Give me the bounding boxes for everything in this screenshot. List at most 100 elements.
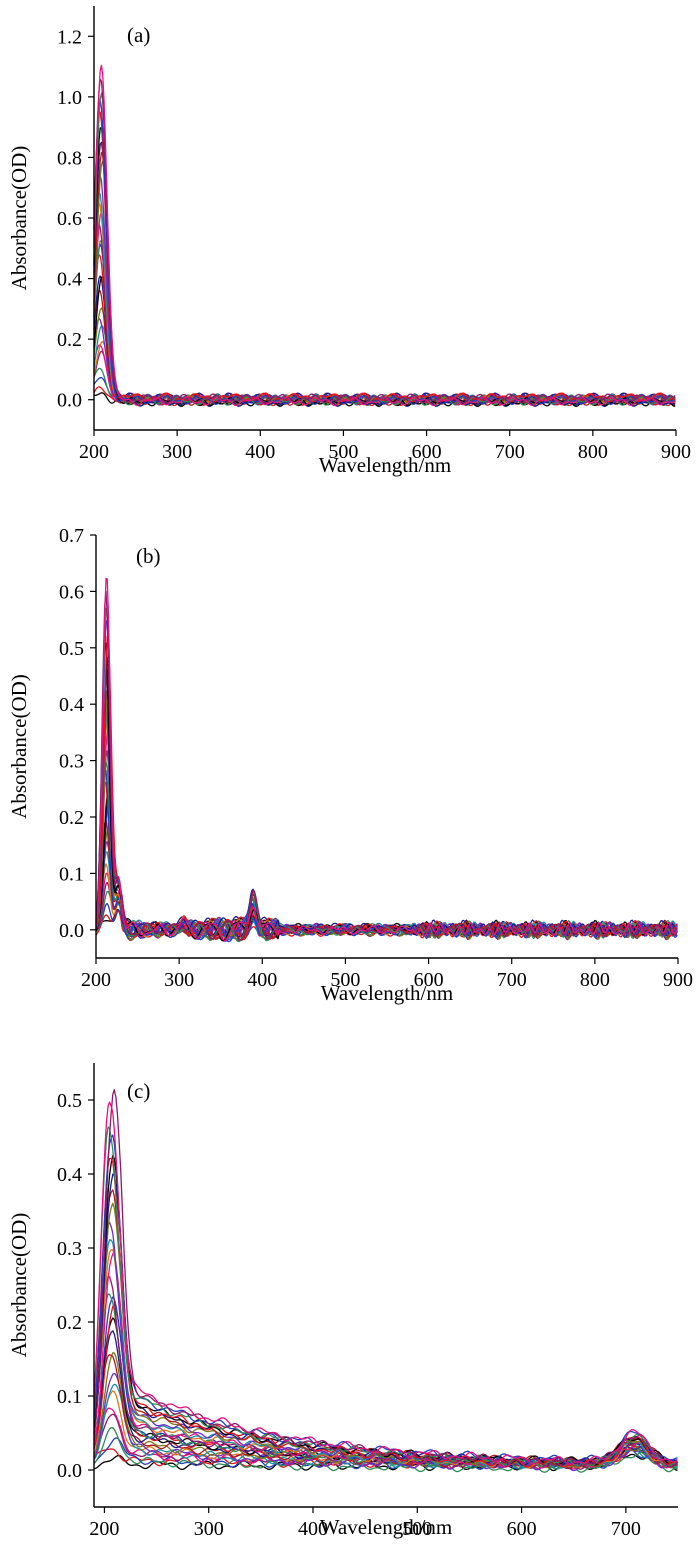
series-line <box>95 761 678 941</box>
series-line <box>95 619 678 943</box>
x-tick-label: 500 <box>330 969 360 991</box>
series-line <box>93 1173 678 1467</box>
series-line <box>95 781 678 937</box>
series-line <box>93 1275 678 1470</box>
y-tick-label: 0.5 <box>57 1090 82 1112</box>
y-tick-label: 0.6 <box>59 581 84 603</box>
series-line <box>95 670 678 942</box>
series-line <box>93 111 676 403</box>
y-tick-label: 0.4 <box>57 269 82 291</box>
y-axis-title: Absorbance(OD) <box>7 146 31 291</box>
y-tick-label: 0.1 <box>59 863 84 885</box>
x-tick-label: 900 <box>663 969 693 991</box>
series-line <box>93 64 676 407</box>
x-tick-label: 300 <box>164 969 194 991</box>
panel-label: (c) <box>127 1079 150 1103</box>
series-line <box>93 160 676 404</box>
series-line <box>93 317 676 406</box>
x-tick-label: 700 <box>497 969 527 991</box>
x-tick-label: 800 <box>580 969 610 991</box>
series-group <box>95 577 678 943</box>
panel-label: (a) <box>127 23 150 47</box>
series-line <box>93 243 676 405</box>
series-line <box>93 1134 678 1464</box>
x-tick-label: 400 <box>247 969 277 991</box>
y-tick-label: 0.3 <box>59 751 84 773</box>
series-line <box>93 275 676 402</box>
y-tick-label: 0.6 <box>57 208 82 230</box>
series-line <box>93 202 676 405</box>
x-axis-title: Wavelength/nm <box>319 453 451 477</box>
y-tick-label: 1.2 <box>57 26 82 48</box>
series-line <box>93 307 676 406</box>
x-tick-label: 500 <box>328 441 358 463</box>
x-tick-label: 300 <box>162 441 192 463</box>
series-line <box>95 590 678 941</box>
x-tick-label: 400 <box>298 1518 328 1540</box>
series-line <box>93 78 676 405</box>
y-axis-title: Absorbance(OD) <box>7 1213 31 1358</box>
y-tick-label: 0.7 <box>59 525 84 547</box>
y-tick-label: 0.1 <box>57 1386 82 1408</box>
y-tick-label: 0.3 <box>57 1238 82 1260</box>
x-tick-label: 700 <box>495 441 525 463</box>
x-tick-label: 500 <box>402 1518 432 1540</box>
series-line <box>93 276 676 407</box>
series-line <box>95 577 678 942</box>
series-line <box>93 191 676 404</box>
series-line <box>95 689 678 941</box>
series-line <box>93 141 676 407</box>
y-tick-label: 0.2 <box>57 329 82 351</box>
series-line <box>95 720 678 939</box>
x-tick-label: 600 <box>507 1518 537 1540</box>
y-tick-label: 0.0 <box>59 920 84 942</box>
series-line <box>95 635 678 939</box>
x-tick-label: 600 <box>412 441 442 463</box>
x-axis-title: Wavelength/nm <box>321 981 453 1005</box>
series-line <box>95 693 678 938</box>
series-line <box>93 240 676 407</box>
y-tick-label: 1.0 <box>57 87 82 109</box>
y-tick-label: 0.5 <box>59 638 84 660</box>
series-line <box>95 607 678 943</box>
y-tick-label: 0.0 <box>57 1460 82 1482</box>
series-line <box>93 99 676 405</box>
series-line <box>93 1427 678 1473</box>
series-line <box>93 1202 678 1468</box>
series-line <box>93 92 676 406</box>
series-line <box>93 254 676 403</box>
x-tick-label: 300 <box>194 1518 224 1540</box>
x-tick-label: 700 <box>611 1518 641 1540</box>
panel-a: 200 300 400 500 600 700 800 900 0.0 0.2 0.4 0.6 0.8 1… <box>7 6 691 477</box>
series-line <box>93 174 676 405</box>
panel-c: 200 300 400 500 600 700 0.0 0.1 0.2 0.3 0.4 0.5 Wave… <box>7 1063 678 1540</box>
y-axis-title: Absorbance(OD) <box>7 674 31 819</box>
series-line <box>93 223 676 404</box>
series-line <box>95 656 678 938</box>
series-line <box>93 1089 678 1468</box>
series-line <box>93 211 676 405</box>
panel-label: (b) <box>136 544 161 568</box>
y-tick-label: 0.4 <box>59 694 84 716</box>
x-axis-title: Wavelength/nm <box>320 1515 452 1539</box>
series-line <box>95 750 678 942</box>
series-line <box>93 151 676 406</box>
series-line <box>93 1330 678 1468</box>
series-group <box>93 64 676 408</box>
x-tick-label: 400 <box>245 441 275 463</box>
y-tick-label: 0.2 <box>59 807 84 829</box>
series-line <box>93 1154 678 1466</box>
x-tick-label: 200 <box>79 441 109 463</box>
series-line <box>95 707 678 939</box>
y-tick-label: 0.2 <box>57 1312 82 1334</box>
y-tick-label: 0.8 <box>57 147 82 169</box>
x-tick-label: 600 <box>414 969 444 991</box>
y-tick-label: 0.4 <box>57 1164 82 1186</box>
series-line <box>93 1253 678 1469</box>
series-line <box>93 325 676 405</box>
series-group <box>93 1089 678 1473</box>
x-tick-label: 900 <box>661 441 691 463</box>
series-line <box>95 731 678 941</box>
series-line <box>93 1293 678 1470</box>
